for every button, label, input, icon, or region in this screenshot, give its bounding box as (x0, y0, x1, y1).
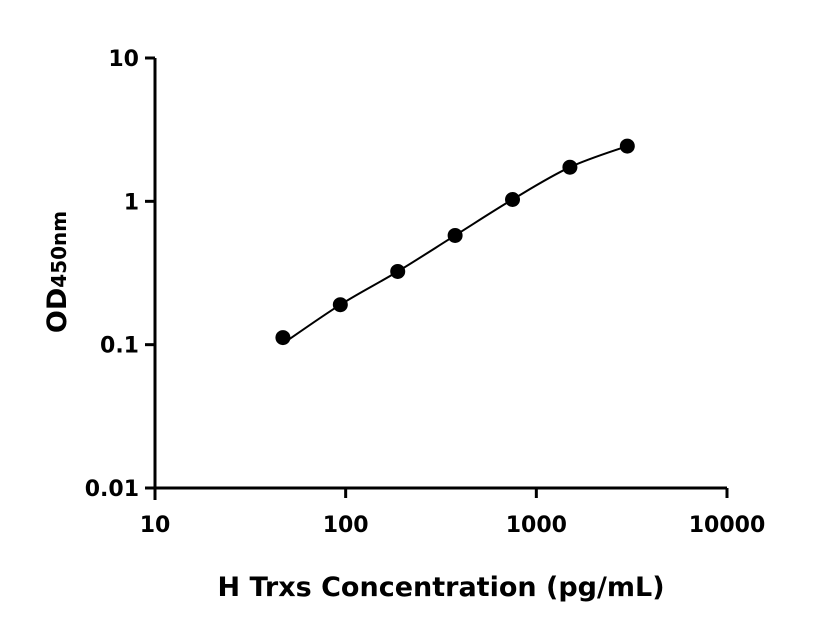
data-point (619, 138, 635, 154)
y-tick-label: 1 (124, 190, 139, 215)
svg-text:OD450nm: OD450nm (42, 211, 73, 333)
data-points (275, 138, 635, 346)
y-tick-label: 0.01 (85, 477, 139, 502)
y-axis-title-sub: 450nm (47, 211, 71, 288)
data-point (275, 330, 291, 346)
x-tick-label: 10 (140, 513, 171, 538)
axes (153, 58, 727, 500)
y-tick-label: 10 (108, 47, 139, 72)
x-axis-title: H Trxs Concentration (pg/mL) (217, 572, 664, 603)
y-axis-title-main: OD (42, 288, 73, 333)
data-point (562, 159, 578, 175)
x-tick-label: 1000 (506, 513, 567, 538)
y-tick-label: 0.1 (100, 334, 139, 359)
data-point (505, 191, 521, 207)
data-point (390, 263, 406, 279)
fit-curve (282, 145, 628, 345)
x-tick-label: 100 (323, 513, 369, 538)
ticks: 10 100 1000 10000 0.01 0.1 1 10 (85, 47, 766, 538)
data-point (332, 297, 348, 313)
x-tick-label: 10000 (689, 513, 766, 538)
data-point (447, 227, 463, 243)
y-axis-title: OD450nm (42, 211, 73, 333)
